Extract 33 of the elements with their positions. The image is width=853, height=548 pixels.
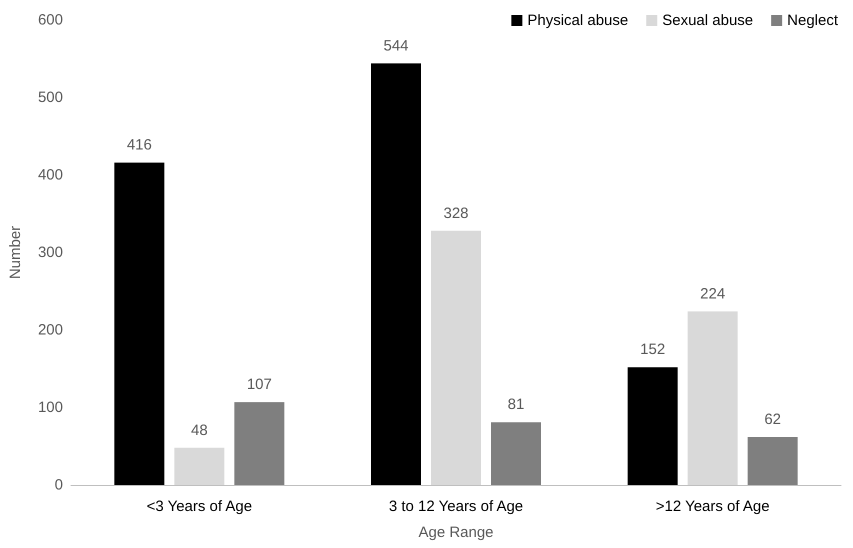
x-tick-label: <3 Years of Age [146, 498, 252, 515]
data-label: 81 [508, 396, 524, 414]
bar [431, 230, 481, 485]
x-axis-title: Age Range [418, 524, 494, 541]
bar [114, 162, 164, 485]
y-tick-label: 200 [38, 322, 63, 338]
bar [688, 311, 738, 485]
y-tick-label: 0 [54, 476, 63, 494]
data-label: 224 [700, 285, 726, 302]
data-label: 62 [764, 410, 782, 428]
data-label: 544 [383, 37, 409, 54]
x-tick-label: >12 Years of Age [656, 498, 770, 515]
y-tick-label: 600 [38, 12, 63, 28]
bar [748, 436, 798, 485]
y-axis-title: Number [7, 226, 24, 280]
y-tick-label: 500 [38, 89, 63, 106]
data-label: 48 [190, 422, 208, 439]
y-tick-label: 400 [38, 166, 63, 184]
bar [371, 63, 421, 485]
data-label: 152 [640, 341, 666, 358]
bar [628, 367, 678, 485]
legend-label: Physical abuse [527, 12, 628, 29]
data-label: 107 [246, 376, 272, 394]
data-label: 328 [443, 204, 469, 222]
bar [174, 448, 224, 485]
bar [491, 422, 541, 485]
y-tick-label: 300 [38, 244, 63, 261]
legend-label: Sexual abuse [662, 12, 754, 29]
data-label: 416 [126, 136, 152, 154]
y-tick-label: 100 [38, 399, 63, 416]
bar [234, 402, 284, 485]
legend-label: Neglect [787, 12, 839, 29]
x-tick-label: 3 to 12 Years of Age [388, 498, 524, 515]
